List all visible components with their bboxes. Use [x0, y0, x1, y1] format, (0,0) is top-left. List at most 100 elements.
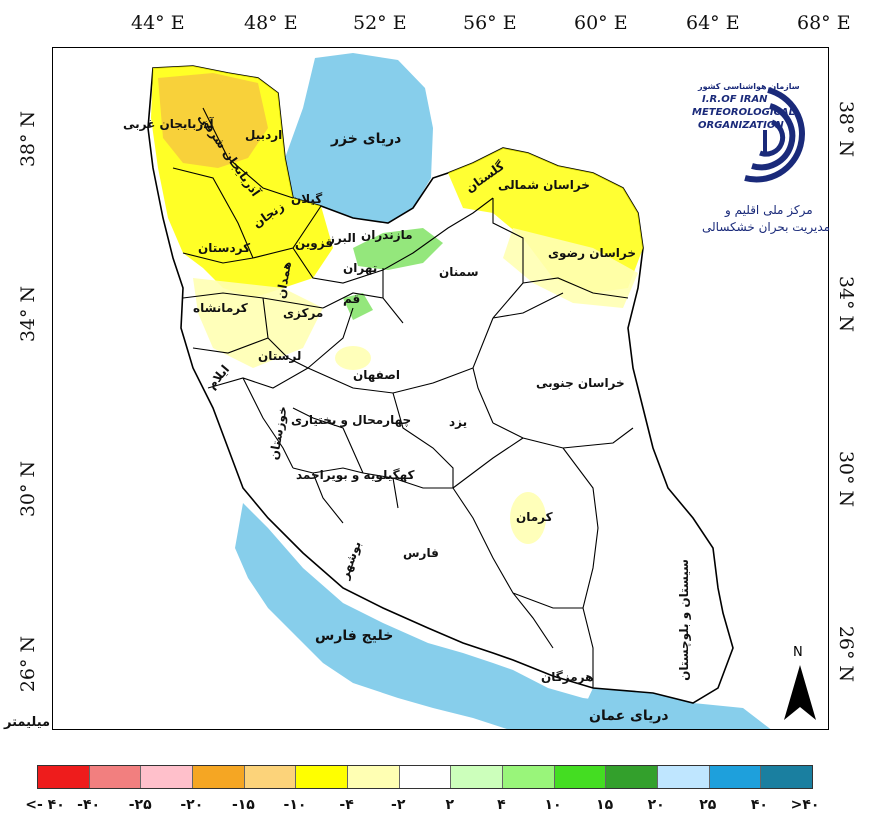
persian-gulf	[235, 503, 751, 729]
north-arrow-icon	[784, 665, 816, 720]
legend-label: -۲۰	[180, 797, 204, 813]
label-province: گیلان	[291, 192, 323, 206]
legend-label: ۱۰	[544, 797, 562, 813]
organization-logo: سازمان هواشناسی کشور I.R.OF IRAN METEORO…	[690, 78, 830, 238]
legend-swatch	[244, 766, 297, 788]
label-province: لرستان	[258, 349, 302, 363]
label-province: قزوین	[295, 236, 334, 250]
legend-label: ۲۵	[699, 797, 717, 813]
label-gulf-oman: دریای عمان	[589, 708, 669, 724]
lon-tick: 68° E	[797, 12, 851, 34]
legend-swatch	[296, 766, 349, 788]
legend-color-bar	[37, 765, 813, 789]
legend-swatch	[503, 766, 555, 788]
logo-line2: I.R.OF IRAN	[702, 94, 768, 105]
legend-label: ۴	[497, 797, 506, 813]
legend-swatch	[38, 766, 90, 788]
map-frame: دریای خزر خلیج فارس دریای عمان آذربایجان…	[52, 47, 829, 730]
caspian-sea	[285, 53, 433, 223]
lon-tick: 56° E	[463, 12, 517, 34]
label-province: کرمان	[516, 510, 553, 524]
legend-swatch	[89, 766, 142, 788]
logo-line3: METEOROLOGICAL	[692, 107, 796, 118]
logo-line1: سازمان هواشناسی کشور	[698, 82, 800, 91]
province-boundaries	[172, 107, 634, 688]
label-province: خراسان رضوی	[548, 246, 636, 260]
label-province: کهگیلویه و بویراحمد	[296, 468, 415, 482]
legend-label: -۱۰	[283, 797, 307, 813]
label-province: مازندران	[361, 228, 413, 242]
drought-nw-light	[193, 278, 323, 368]
label-province: کرمانشاه	[193, 301, 248, 315]
lon-tick: 60° E	[574, 12, 628, 34]
legend-swatch	[761, 766, 813, 788]
legend-label: ۲۰	[647, 797, 665, 813]
map-svg	[147, 53, 771, 729]
label-province: اصفهان	[353, 368, 401, 382]
legend-swatch	[554, 766, 607, 788]
lon-tick: 64° E	[686, 12, 740, 34]
legend-swatch	[399, 766, 452, 788]
label-persian-gulf: خلیج فارس	[315, 628, 394, 644]
unit-label: میلیمتر	[4, 715, 51, 730]
dry-patch-esfahan	[335, 346, 371, 370]
legend-label: ۱۵	[596, 797, 614, 813]
label-province: خراسان شمالی	[498, 178, 590, 192]
label-province: کردستان	[198, 241, 251, 255]
label-province: قم	[343, 292, 361, 306]
wet-alborz	[353, 228, 443, 270]
lat-tick: 30° N	[17, 460, 40, 518]
legend-labels: <- ۴۰ -۴۰ -۲۵ -۲۰ -۱۵ -۱۰ -۴ -۲ ۲ ۴ ۱۰ ۱۵ ۲۰ ۲۵ ۴۰ >۴۰	[10, 797, 850, 819]
north-label: N	[793, 645, 803, 660]
logo-line4: ORGANIZATION	[698, 120, 784, 131]
legend-swatch	[606, 766, 659, 788]
lat-tick: 30° N	[835, 450, 858, 508]
logo-caption2: مدیریت بحران خشکسالی	[702, 220, 831, 234]
label-province: چهارمحال و بختیاری	[291, 413, 412, 427]
label-province: یزد	[449, 415, 468, 429]
lon-tick: 48° E	[244, 12, 298, 34]
lat-tick: 38° N	[835, 100, 858, 158]
label-province: هرمزگان	[541, 670, 594, 684]
label-caspian: دریای خزر	[331, 131, 402, 147]
lat-tick: 26° N	[17, 635, 40, 693]
legend-label: ۲	[445, 797, 455, 813]
legend-label: -۲	[391, 797, 406, 813]
logo-caption1: مرکز ملی اقلیم و	[725, 203, 813, 217]
drought-ne-light	[503, 228, 638, 308]
north-arrow: N	[782, 645, 818, 725]
label-province: اردبیل	[245, 128, 283, 142]
legend-label: -۲۵	[128, 797, 152, 813]
lon-tick: 52° E	[353, 12, 407, 34]
logo-emblem	[744, 87, 805, 183]
drought-nw-orange	[158, 73, 268, 168]
label-province: سیستان و بلوچستان	[676, 559, 691, 681]
lat-tick: 34° N	[17, 285, 40, 343]
legend-swatch	[709, 766, 762, 788]
label-province: تهران	[343, 261, 378, 275]
lat-tick: 38° N	[17, 110, 40, 168]
wet-patch-2	[343, 293, 373, 320]
dry-patch-kerman	[510, 492, 546, 544]
legend-label: >۴۰	[790, 797, 820, 813]
legend-swatch	[658, 766, 710, 788]
label-province: خراسان جنوبی	[536, 376, 625, 390]
legend-swatch	[451, 766, 504, 788]
legend-label: -۴۰	[77, 797, 101, 813]
legend-swatch	[348, 766, 400, 788]
label-province: آذربایجان غربی	[123, 117, 214, 131]
legend-label: -۴	[339, 797, 354, 813]
label-province: سمنان	[439, 265, 479, 279]
lat-tick: 26° N	[835, 625, 858, 683]
lat-tick: 34° N	[835, 275, 858, 333]
label-province: البرز	[328, 231, 356, 245]
lon-tick: 44° E	[131, 12, 185, 34]
legend-label: -۱۵	[231, 797, 255, 813]
label-province: فارس	[403, 546, 439, 560]
legend-swatch	[141, 766, 194, 788]
label-province: مرکزی	[283, 306, 324, 320]
legend-label: ۴۰	[750, 797, 768, 813]
gulf-of-oman	[573, 688, 771, 729]
legend-swatch	[193, 766, 245, 788]
legend-label: <- ۴۰	[25, 797, 65, 813]
